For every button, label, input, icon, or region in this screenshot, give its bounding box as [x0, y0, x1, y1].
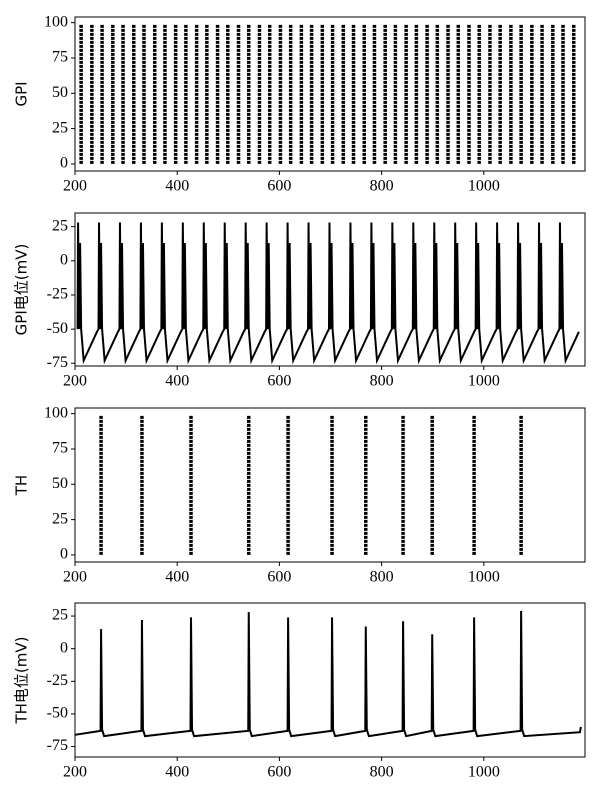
y-axis-label: GPI	[13, 81, 31, 106]
y-tick-label: 100	[44, 404, 68, 421]
x-tick-label: 800	[370, 373, 394, 390]
y-tick-label: 100	[44, 13, 68, 30]
x-tick-label: 200	[63, 569, 87, 586]
y-tick-label: 0	[60, 155, 68, 172]
y-axis-label: GPI电位(mV)	[13, 244, 31, 336]
x-tick-label: 800	[370, 764, 394, 781]
y-tick-label: -50	[47, 705, 68, 722]
y-tick-label: -75	[47, 354, 68, 371]
x-tick-label: 400	[165, 764, 189, 781]
y-tick-label: 50	[52, 84, 68, 101]
trace	[76, 222, 580, 365]
x-tick-label: 600	[267, 569, 291, 586]
y-tick-label: 25	[52, 607, 68, 624]
y-tick-label: 75	[52, 440, 68, 457]
y-tick-label: -25	[47, 672, 68, 689]
y-axis-label: TH电位(mV)	[13, 636, 31, 724]
x-tick-label: 400	[165, 373, 189, 390]
axes-frame	[74, 407, 586, 563]
y-axis-label: TH	[13, 475, 31, 496]
y-tick-label: 0	[60, 639, 68, 656]
x-tick-label: 400	[165, 178, 189, 195]
y-tick-label: 25	[52, 510, 68, 527]
y-tick-label: 0	[60, 546, 68, 563]
x-tick-label: 400	[165, 569, 189, 586]
x-tick-label: 800	[370, 178, 394, 195]
x-tick-label: 200	[63, 373, 87, 390]
trace	[74, 610, 582, 738]
y-tick-label: 25	[52, 119, 68, 136]
x-tick-label: 600	[267, 373, 291, 390]
x-tick-label: 1000	[468, 569, 500, 586]
x-tick-label: 600	[267, 178, 291, 195]
x-tick-label: 1000	[468, 178, 500, 195]
y-tick-label: 25	[52, 217, 68, 234]
x-tick-label: 600	[267, 764, 291, 781]
axes-frame	[74, 212, 586, 367]
y-tick-label: -25	[47, 286, 68, 303]
x-tick-label: 1000	[468, 373, 500, 390]
y-tick-label: 50	[52, 475, 68, 492]
x-tick-label: 1000	[468, 764, 500, 781]
axes-frame	[74, 602, 586, 758]
axes-frame	[74, 16, 586, 172]
y-tick-label: -50	[47, 320, 68, 337]
y-tick-label: 0	[60, 251, 68, 268]
y-tick-label: 75	[52, 49, 68, 66]
x-tick-label: 200	[63, 764, 87, 781]
x-tick-label: 800	[370, 569, 394, 586]
x-tick-label: 200	[63, 178, 87, 195]
y-tick-label: -75	[47, 737, 68, 754]
